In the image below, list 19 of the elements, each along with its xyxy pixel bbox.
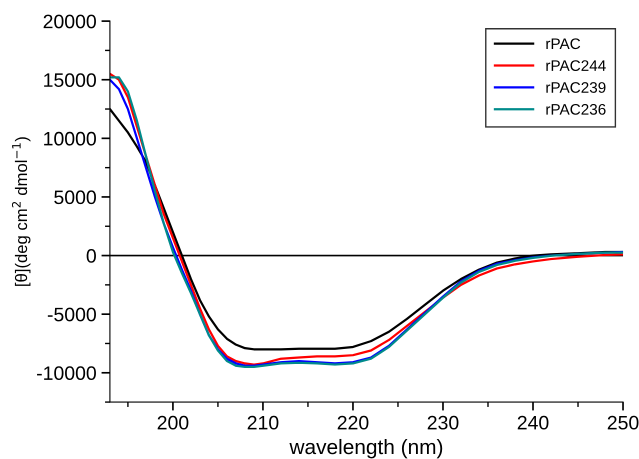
y-tick-label: 20000 [44, 14, 96, 28]
y-tick-label: 0 [86, 249, 96, 263]
y-tick-label: -5000 [48, 308, 96, 322]
legend-label: rPAC236 [546, 104, 606, 115]
legend-label: rPAC244 [546, 60, 606, 72]
x-tick-label: 200 [158, 416, 188, 430]
y-tick-label: 5000 [54, 190, 96, 204]
x-tick-label: 250 [608, 416, 638, 430]
y-axis-title: [θ](deg cm$^{2}$ dmol$^{−1}$) [12, 137, 30, 286]
x-tick-label: 230 [428, 416, 458, 430]
x-tick-label: 220 [338, 416, 368, 430]
y-tick-label: -10000 [37, 366, 96, 380]
x-tick-label: 210 [248, 416, 278, 430]
x-axis-title: wavelength (nm) [289, 438, 442, 458]
x-tick-label: 240 [518, 416, 548, 430]
legend-label: rPAC239 [546, 82, 606, 93]
y-tick-label: 15000 [44, 73, 96, 87]
y-tick-label: 10000 [44, 132, 96, 146]
legend-label: rPAC [546, 38, 580, 50]
